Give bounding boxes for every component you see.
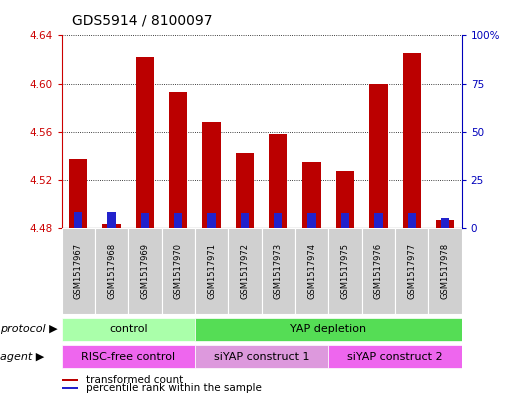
Text: percentile rank within the sample: percentile rank within the sample — [86, 383, 262, 393]
Bar — [374, 213, 383, 228]
Text: agent ▶: agent ▶ — [0, 352, 44, 362]
Bar — [69, 159, 87, 228]
Bar — [207, 213, 216, 228]
Bar — [62, 387, 77, 389]
Text: GSM1517971: GSM1517971 — [207, 243, 216, 299]
Bar — [203, 122, 221, 228]
Text: GSM1517976: GSM1517976 — [374, 243, 383, 299]
Bar — [162, 228, 195, 314]
Bar — [274, 213, 283, 228]
Bar — [341, 213, 349, 228]
Bar — [407, 213, 416, 228]
Text: GSM1517974: GSM1517974 — [307, 243, 316, 299]
Bar — [303, 162, 321, 228]
Bar — [307, 213, 316, 228]
Bar — [195, 345, 328, 368]
Bar — [328, 228, 362, 314]
Text: GDS5914 / 8100097: GDS5914 / 8100097 — [72, 13, 212, 28]
Bar — [336, 171, 354, 228]
Bar — [262, 228, 295, 314]
Text: GSM1517970: GSM1517970 — [174, 243, 183, 299]
Text: GSM1517967: GSM1517967 — [74, 243, 83, 299]
Bar — [128, 228, 162, 314]
Bar — [103, 224, 121, 228]
Text: siYAP construct 1: siYAP construct 1 — [214, 352, 309, 362]
Bar — [395, 228, 428, 314]
Text: GSM1517972: GSM1517972 — [241, 243, 249, 299]
Text: YAP depletion: YAP depletion — [290, 324, 366, 334]
Text: GSM1517973: GSM1517973 — [274, 243, 283, 299]
Bar — [403, 53, 421, 228]
Bar — [195, 318, 462, 341]
Bar — [174, 213, 183, 228]
Bar — [269, 134, 287, 228]
Bar — [295, 228, 328, 314]
Bar — [62, 345, 195, 368]
Text: GSM1517978: GSM1517978 — [441, 243, 449, 299]
Bar — [107, 212, 116, 228]
Bar — [436, 220, 454, 228]
Bar — [141, 213, 149, 228]
Bar — [62, 318, 195, 341]
Bar — [362, 228, 395, 314]
Bar — [369, 83, 387, 228]
Bar — [62, 379, 77, 381]
Bar — [228, 228, 262, 314]
Text: siYAP construct 2: siYAP construct 2 — [347, 352, 443, 362]
Bar — [74, 212, 83, 228]
Bar — [236, 153, 254, 228]
Bar — [441, 218, 449, 228]
Text: GSM1517975: GSM1517975 — [341, 243, 349, 299]
Bar — [136, 57, 154, 228]
Text: GSM1517969: GSM1517969 — [141, 243, 149, 299]
Bar — [328, 345, 462, 368]
Bar — [62, 228, 95, 314]
Text: transformed count: transformed count — [86, 375, 183, 385]
Bar — [241, 213, 249, 228]
Bar — [195, 228, 228, 314]
Text: GSM1517977: GSM1517977 — [407, 243, 416, 299]
Bar — [95, 228, 128, 314]
Bar — [169, 92, 187, 228]
Text: control: control — [109, 324, 148, 334]
Text: protocol ▶: protocol ▶ — [0, 324, 57, 334]
Bar — [428, 228, 462, 314]
Text: RISC-free control: RISC-free control — [81, 352, 175, 362]
Text: GSM1517968: GSM1517968 — [107, 243, 116, 299]
